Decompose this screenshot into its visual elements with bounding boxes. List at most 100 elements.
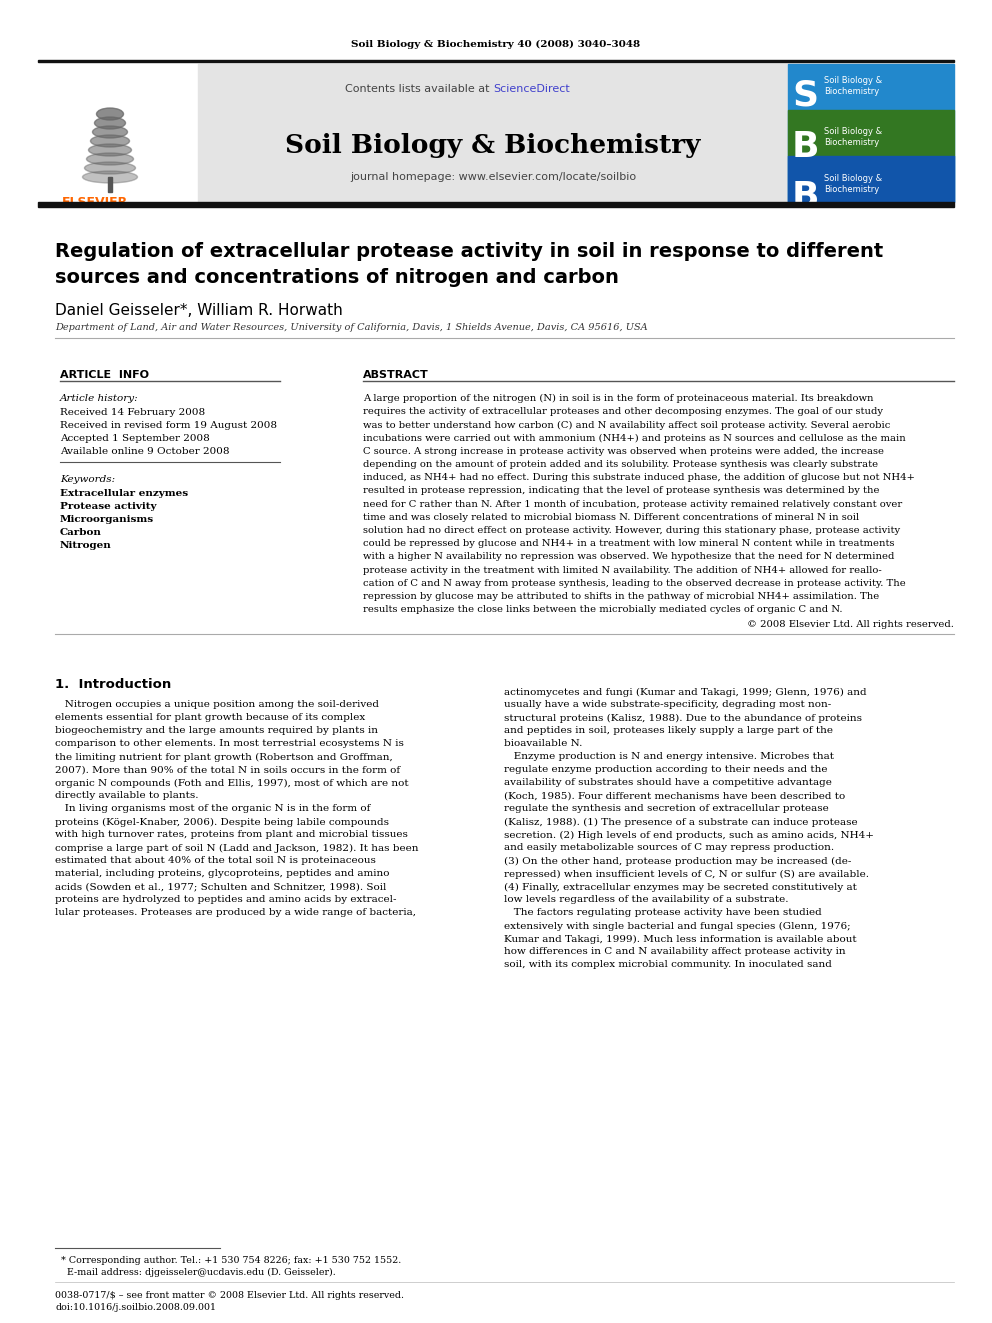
Text: lular proteases. Proteases are produced by a wide range of bacteria,: lular proteases. Proteases are produced … — [55, 909, 416, 917]
Ellipse shape — [94, 116, 126, 130]
Text: repression by glucose may be attributed to shifts in the pathway of microbial NH: repression by glucose may be attributed … — [363, 591, 879, 601]
Text: organic N compounds (Foth and Ellis, 1997), most of which are not: organic N compounds (Foth and Ellis, 199… — [55, 778, 409, 787]
Text: ScienceDirect: ScienceDirect — [493, 83, 569, 94]
Text: 0038-0717/$ – see front matter © 2008 Elsevier Ltd. All rights reserved.: 0038-0717/$ – see front matter © 2008 El… — [55, 1291, 404, 1301]
Text: estimated that about 40% of the total soil N is proteinaceous: estimated that about 40% of the total so… — [55, 856, 376, 865]
Text: need for C rather than N. After 1 month of incubation, protease activity remaine: need for C rather than N. After 1 month … — [363, 500, 903, 508]
Text: repressed) when insufficient levels of C, N or sulfur (S) are available.: repressed) when insufficient levels of C… — [504, 869, 869, 878]
Text: (4) Finally, extracellular enzymes may be secreted constitutively at: (4) Finally, extracellular enzymes may b… — [504, 882, 857, 892]
Text: depending on the amount of protein added and its solubility. Protease synthesis : depending on the amount of protein added… — [363, 460, 878, 468]
Text: proteins (Kögel-Knaber, 2006). Despite being labile compounds: proteins (Kögel-Knaber, 2006). Despite b… — [55, 818, 389, 827]
Text: time and was closely related to microbial biomass N. Different concentrations of: time and was closely related to microbia… — [363, 513, 859, 521]
Text: doi:10.1016/j.soilbio.2008.09.001: doi:10.1016/j.soilbio.2008.09.001 — [55, 1303, 216, 1312]
Text: Keywords:: Keywords: — [60, 475, 115, 484]
Text: Accepted 1 September 2008: Accepted 1 September 2008 — [60, 434, 209, 443]
Text: induced, as NH4+ had no effect. During this substrate induced phase, the additio: induced, as NH4+ had no effect. During t… — [363, 474, 915, 482]
Text: secretion. (2) High levels of end products, such as amino acids, NH4+: secretion. (2) High levels of end produc… — [504, 831, 874, 840]
Text: actinomycetes and fungi (Kumar and Takagi, 1999; Glenn, 1976) and: actinomycetes and fungi (Kumar and Takag… — [504, 688, 867, 696]
Text: solution had no direct effect on protease activity. However, during this station: solution had no direct effect on proteas… — [363, 527, 900, 534]
Text: Soil Biology & Biochemistry: Soil Biology & Biochemistry — [286, 134, 700, 157]
Bar — [788, 110, 954, 156]
Bar — [38, 64, 198, 202]
Text: usually have a wide substrate-specificity, degrading most non-: usually have a wide substrate-specificit… — [504, 700, 831, 709]
Text: Received 14 February 2008: Received 14 February 2008 — [60, 407, 205, 417]
Text: material, including proteins, glycoproteins, peptides and amino: material, including proteins, glycoprote… — [55, 869, 390, 878]
Text: Contents lists available at: Contents lists available at — [345, 83, 493, 94]
Bar — [788, 156, 954, 202]
Text: with a higher N availability no repression was observed. We hypothesize that the: with a higher N availability no repressi… — [363, 553, 895, 561]
Text: B: B — [792, 130, 819, 164]
Text: Soil Biology &
Biochemistry: Soil Biology & Biochemistry — [824, 175, 882, 194]
Bar — [38, 202, 954, 206]
Text: B: B — [792, 180, 819, 214]
Text: Soil Biology &
Biochemistry: Soil Biology & Biochemistry — [824, 127, 882, 147]
Text: sources and concentrations of nitrogen and carbon: sources and concentrations of nitrogen a… — [55, 269, 619, 287]
Ellipse shape — [92, 126, 128, 138]
Text: In living organisms most of the organic N is in the form of: In living organisms most of the organic … — [55, 804, 370, 814]
Bar — [108, 177, 112, 192]
Text: extensively with single bacterial and fungal species (Glenn, 1976;: extensively with single bacterial and fu… — [504, 921, 850, 930]
Ellipse shape — [86, 153, 134, 165]
Text: The factors regulating protease activity have been studied: The factors regulating protease activity… — [504, 909, 821, 917]
Text: acids (Sowden et al., 1977; Schulten and Schnitzer, 1998). Soil: acids (Sowden et al., 1977; Schulten and… — [55, 882, 386, 892]
Text: structural proteins (Kalisz, 1988). Due to the abundance of proteins: structural proteins (Kalisz, 1988). Due … — [504, 713, 862, 722]
Text: and peptides in soil, proteases likely supply a large part of the: and peptides in soil, proteases likely s… — [504, 726, 833, 736]
Text: requires the activity of extracellular proteases and other decomposing enzymes. : requires the activity of extracellular p… — [363, 407, 883, 417]
Text: Received in revised form 19 August 2008: Received in revised form 19 August 2008 — [60, 421, 277, 430]
Text: elements essential for plant growth because of its complex: elements essential for plant growth beca… — [55, 713, 365, 722]
Text: with high turnover rates, proteins from plant and microbial tissues: with high turnover rates, proteins from … — [55, 831, 408, 839]
Text: Protease activity: Protease activity — [60, 501, 157, 511]
Text: availability of substrates should have a competitive advantage: availability of substrates should have a… — [504, 778, 832, 787]
Bar — [788, 156, 954, 202]
Ellipse shape — [88, 144, 132, 156]
Text: 2007). More than 90% of the total N in soils occurs in the form of: 2007). More than 90% of the total N in s… — [55, 766, 400, 774]
Text: cation of C and N away from protease synthesis, leading to the observed decrease: cation of C and N away from protease syn… — [363, 578, 906, 587]
Text: Department of Land, Air and Water Resources, University of California, Davis, 1 : Department of Land, Air and Water Resour… — [55, 323, 648, 332]
Text: ABSTRACT: ABSTRACT — [363, 370, 429, 380]
Text: could be repressed by glucose and NH4+ in a treatment with low mineral N content: could be repressed by glucose and NH4+ i… — [363, 540, 895, 548]
Text: bioavailable N.: bioavailable N. — [504, 740, 582, 749]
Text: comprise a large part of soil N (Ladd and Jackson, 1982). It has been: comprise a large part of soil N (Ladd an… — [55, 843, 419, 852]
Text: incubations were carried out with ammonium (NH4+) and proteins as N sources and : incubations were carried out with ammoni… — [363, 434, 906, 443]
Text: Available online 9 October 2008: Available online 9 October 2008 — [60, 447, 229, 456]
Text: Microorganisms: Microorganisms — [60, 515, 154, 524]
Bar — [198, 64, 788, 202]
Text: Soil Biology &
Biochemistry: Soil Biology & Biochemistry — [824, 75, 882, 97]
Ellipse shape — [84, 161, 136, 175]
Text: directly available to plants.: directly available to plants. — [55, 791, 198, 800]
Text: protease activity in the treatment with limited N availability. The addition of : protease activity in the treatment with … — [363, 566, 882, 574]
Ellipse shape — [90, 135, 130, 147]
Text: C source. A strong increase in protease activity was observed when proteins were: C source. A strong increase in protease … — [363, 447, 884, 456]
Text: the limiting nutrient for plant growth (Robertson and Groffman,: the limiting nutrient for plant growth (… — [55, 753, 393, 762]
Text: E-mail address: djgeisseler@ucdavis.edu (D. Geisseler).: E-mail address: djgeisseler@ucdavis.edu … — [55, 1267, 335, 1277]
Text: Kumar and Takagi, 1999). Much less information is available about: Kumar and Takagi, 1999). Much less infor… — [504, 934, 857, 943]
Text: © 2008 Elsevier Ltd. All rights reserved.: © 2008 Elsevier Ltd. All rights reserved… — [747, 620, 954, 630]
Text: resulted in protease repression, indicating that the level of protease synthesis: resulted in protease repression, indicat… — [363, 487, 880, 495]
Ellipse shape — [96, 108, 123, 120]
Text: how differences in C and N availability affect protease activity in: how differences in C and N availability … — [504, 947, 845, 957]
Text: results emphasize the close links between the microbially mediated cycles of org: results emphasize the close links betwee… — [363, 605, 842, 614]
Text: ELSEVIER: ELSEVIER — [62, 196, 128, 209]
Bar — [788, 64, 954, 202]
Text: (Kalisz, 1988). (1) The presence of a substrate can induce protease: (Kalisz, 1988). (1) The presence of a su… — [504, 818, 858, 827]
Text: ARTICLE  INFO: ARTICLE INFO — [60, 370, 149, 380]
Text: (3) On the other hand, protease production may be increased (de-: (3) On the other hand, protease producti… — [504, 856, 851, 865]
Text: Daniel Geisseler*, William R. Horwath: Daniel Geisseler*, William R. Horwath — [55, 303, 343, 318]
Text: 1.  Introduction: 1. Introduction — [55, 679, 172, 692]
Text: Regulation of extracellular protease activity in soil in response to different: Regulation of extracellular protease act… — [55, 242, 883, 261]
Text: low levels regardless of the availability of a substrate.: low levels regardless of the availabilit… — [504, 896, 789, 905]
Text: regulate the synthesis and secretion of extracellular protease: regulate the synthesis and secretion of … — [504, 804, 828, 814]
Text: Enzyme production is N and energy intensive. Microbes that: Enzyme production is N and energy intens… — [504, 753, 834, 762]
Text: S: S — [792, 78, 818, 112]
Text: Nitrogen: Nitrogen — [60, 541, 112, 550]
Text: regulate enzyme production according to their needs and the: regulate enzyme production according to … — [504, 766, 827, 774]
Text: Article history:: Article history: — [60, 394, 139, 404]
Text: Soil Biology & Biochemistry 40 (2008) 3040–3048: Soil Biology & Biochemistry 40 (2008) 30… — [351, 40, 641, 49]
Text: was to better understand how carbon (C) and N availability affect soil protease : was to better understand how carbon (C) … — [363, 421, 891, 430]
Text: * Corresponding author. Tel.: +1 530 754 8226; fax: +1 530 752 1552.: * Corresponding author. Tel.: +1 530 754… — [55, 1256, 401, 1265]
Text: Carbon: Carbon — [60, 528, 102, 537]
Text: A large proportion of the nitrogen (N) in soil is in the form of proteinaceous m: A large proportion of the nitrogen (N) i… — [363, 394, 874, 404]
Text: comparison to other elements. In most terrestrial ecosystems N is: comparison to other elements. In most te… — [55, 740, 404, 749]
Text: proteins are hydrolyzed to peptides and amino acids by extracel-: proteins are hydrolyzed to peptides and … — [55, 896, 397, 905]
Bar — [38, 60, 954, 62]
